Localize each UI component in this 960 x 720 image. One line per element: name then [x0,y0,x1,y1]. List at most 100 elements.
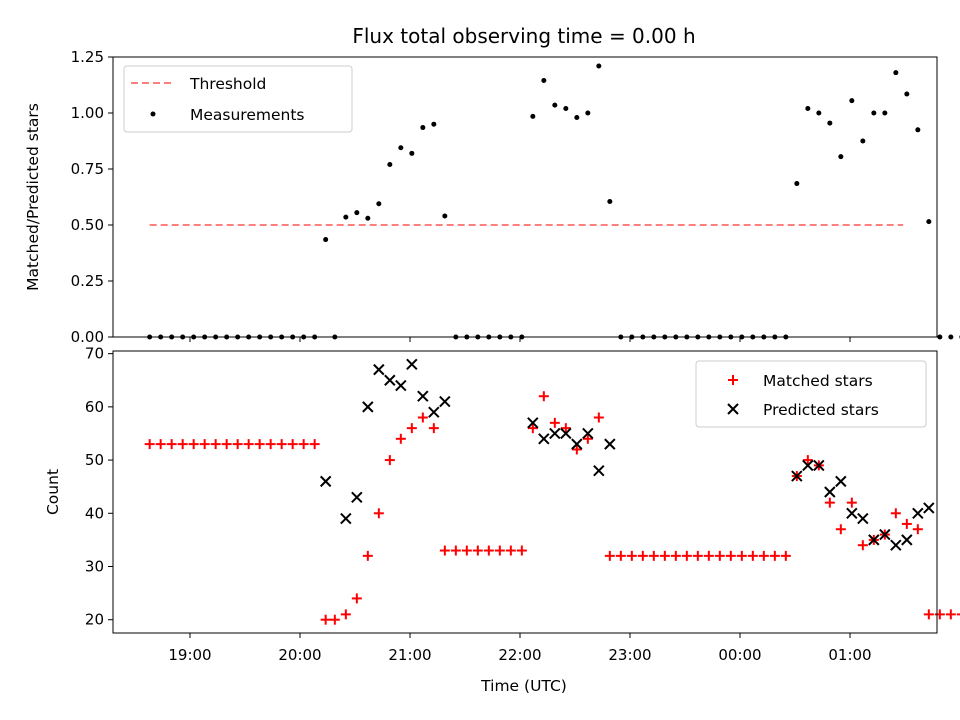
predicted-star-point [912,507,924,519]
matched-star-point [956,613,960,616]
matched-star-point [615,550,626,561]
top-y-axis-label: Matched/Predicted stars [24,103,42,291]
threshold-legend-label: Threshold [189,75,266,93]
bottom-y-tick-label: 40 [85,504,104,522]
matched-star-point [516,545,527,556]
matched-star-point [780,550,791,561]
predicted-star-point [527,417,539,429]
x-tick-label: 01:00 [828,646,871,664]
measurements-legend-label: Measurements [190,106,305,124]
measurement-point [431,121,437,127]
matched-star-point [340,609,351,620]
measurement-point [409,150,415,156]
matched-star-point [659,550,670,561]
matched-star-point [232,439,243,450]
measurement-point [816,110,822,116]
x-axis-label: Time (UTC) [480,677,567,695]
matched-star-point [769,550,780,561]
matched-star-point [626,550,637,561]
top-y-tick-label: 0.50 [71,216,104,234]
top-y-tick-label: 1.00 [71,104,104,122]
predicted-star-point [802,459,814,472]
matched-star-point [320,614,331,625]
matched-star-point [637,550,648,561]
bottom-legend: Matched stars Predicted stars [695,360,927,428]
predicted-star-point [538,433,550,445]
measurement-point [552,102,558,108]
predicted-star-point [582,427,594,440]
matched-legend-swatch [728,375,738,385]
top-legend-box [123,65,353,133]
measurement-point [585,110,591,116]
matched-star-point [549,417,560,428]
matched-star-point [593,412,604,423]
matched-star-point [692,550,703,561]
measurement-point [849,98,855,104]
top-y-tick-label: 0.25 [71,272,104,290]
x-tick-label: 19:00 [168,646,211,664]
predicted-star-point [319,475,332,488]
predicted-star-point [604,438,616,450]
predicted-star-point [824,486,836,498]
matched-star-point [298,439,309,450]
measurement-point [354,210,360,216]
predicted-star-point [846,507,858,519]
predicted-star-point [879,528,891,541]
measurement-point [871,110,877,116]
x-tick-label: 20:00 [278,646,321,664]
predicted-star-point [362,401,374,413]
predicted-star-point [560,427,572,440]
matched-star-point [428,423,439,434]
bottom-y-axis-label: Count [44,469,62,515]
bottom-plot-frame [112,350,938,634]
measurement-point [420,125,426,131]
predicted-star-point [857,512,869,525]
predicted-star-point [890,539,902,551]
matched-star-point [670,550,681,561]
measurement-point [926,219,932,225]
matched-star-point [439,545,450,556]
top-y-tick-label: 1.25 [71,48,104,66]
matched-star-point [846,497,857,508]
matched-star-point [802,455,813,466]
matched-star-point [210,439,221,450]
matched-star-point [254,439,265,450]
matched-star-point [648,550,659,561]
matched-star-point [857,540,868,551]
matched-star-point [155,439,166,450]
matched-star-point [384,455,395,466]
measurement-point [574,114,580,120]
matched-star-point [901,518,912,529]
matched-star-point [472,545,483,556]
bottom-y-tick-label: 50 [85,451,104,469]
matched-star-point [177,439,188,450]
matched-star-point [824,497,835,508]
predicted-star-point [791,470,803,482]
predicted-star-point [813,459,825,472]
matched-star-point [703,550,714,561]
predicted-star-point [549,427,561,440]
measurement-point [530,113,536,119]
matched-star-point [243,439,254,450]
matched-star-point [945,609,956,620]
matched-star-point [199,439,210,450]
matched-star-point [571,444,582,455]
matched-star-point [725,550,736,561]
measurement-point [904,91,910,97]
predicted-star-point [406,358,418,371]
matched-star-point [395,433,406,444]
x-tick-label: 23:00 [608,646,651,664]
predicted-star-point [373,363,385,376]
predicted-star-point [395,379,407,392]
matched-star-point [912,524,923,535]
top-chart-title: Flux total observing time = 0.00 h [352,24,695,48]
predicted-star-point [439,395,451,408]
matched-star-point [494,545,505,556]
matched-star-point [538,391,549,402]
predicted-star-point [428,406,440,418]
bottom-y-tick-label: 30 [85,557,104,575]
matched-star-point [835,524,846,535]
matched-star-point [934,609,945,620]
measurements-legend-swatch [150,111,156,117]
